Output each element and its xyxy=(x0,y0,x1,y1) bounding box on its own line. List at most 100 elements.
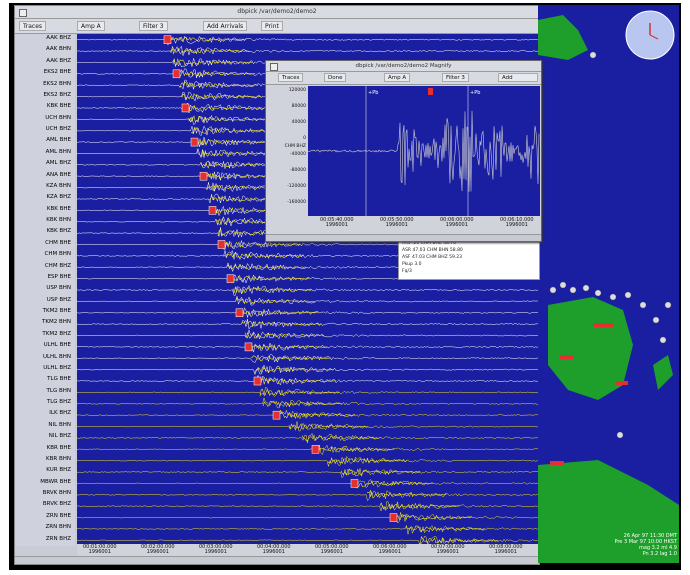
magnify-y-tick: -40000 xyxy=(290,152,306,157)
arrival-pick-marker[interactable] xyxy=(226,274,235,283)
add-arrivals-button[interactable]: Add Arrivals xyxy=(203,21,248,31)
amp-menu-button[interactable]: Amp A xyxy=(77,21,105,31)
station-label[interactable]: KZA BHZ xyxy=(46,194,71,201)
station-label[interactable]: BRVK BHZ xyxy=(42,501,71,508)
station-label[interactable]: TLG BHN xyxy=(46,387,71,394)
station-label[interactable]: CHM BHN xyxy=(44,251,72,258)
station-label[interactable]: TLG BHZ xyxy=(46,399,71,406)
traces-menu-button[interactable]: Traces xyxy=(19,21,47,31)
magnify-filter-button[interactable]: Filter 3 xyxy=(442,73,469,82)
magnify-plot[interactable]: +Pb +Pb xyxy=(308,86,540,216)
waveform-arrival-segment xyxy=(340,468,421,476)
station-label[interactable]: ZRN BHE xyxy=(46,512,71,519)
arrival-pick-marker[interactable] xyxy=(235,308,244,318)
station-label[interactable]: TLG BHE xyxy=(47,376,71,383)
arrival-pick-marker[interactable] xyxy=(190,137,199,147)
waveform-trace xyxy=(77,386,539,397)
station-label[interactable]: AML BHZ xyxy=(46,160,71,167)
station-label[interactable]: ULHL BHE xyxy=(43,342,71,349)
arrival-pick-marker[interactable] xyxy=(244,342,253,352)
station-label[interactable]: TKM2 BHN xyxy=(42,319,71,326)
close-icon[interactable] xyxy=(19,9,27,17)
info-line: Fq/3 xyxy=(402,269,412,274)
magnify-scrollbar[interactable] xyxy=(266,234,541,241)
magnify-add-arrivals-button[interactable]: Add Arrivals xyxy=(498,73,538,82)
arrival-pick-marker[interactable] xyxy=(163,35,172,44)
map-window[interactable]: 26 Apr 97 11:30 DMT Pre 3 Mar 97 10:00 HK… xyxy=(538,5,679,563)
map-caption-line: mag 3.2 ml 4.9 xyxy=(638,545,677,551)
station-label[interactable]: KBK BHZ xyxy=(46,228,71,235)
magnify-pick-marker[interactable] xyxy=(428,88,433,95)
arrival-pick-marker[interactable] xyxy=(272,410,281,420)
station-label[interactable]: CHM BHZ xyxy=(44,262,71,269)
magnify-x-tick: 00:05:40.000 1996001 xyxy=(320,217,354,228)
station-label[interactable]: MBWR BHE xyxy=(40,478,71,485)
magnify-x-tick: 00:06:10.000 1996001 xyxy=(500,217,534,228)
station-label[interactable]: AAK BHZ xyxy=(46,57,71,64)
arrival-pick-marker[interactable] xyxy=(389,513,398,522)
station-label[interactable]: CHM BHE xyxy=(45,239,71,246)
horizontal-scrollbar[interactable] xyxy=(15,556,539,564)
station-label[interactable]: NIL BHZ xyxy=(48,433,71,440)
station-label[interactable]: ILK BHZ xyxy=(49,410,71,417)
magnify-close-icon[interactable] xyxy=(270,63,278,71)
station-label[interactable]: UCH BHN xyxy=(45,114,71,121)
station-label[interactable]: KBK BHE xyxy=(46,205,71,212)
waveform-arrival-segment xyxy=(196,149,277,157)
map-canvas[interactable] xyxy=(538,5,679,563)
station-label[interactable]: NIL BHN xyxy=(48,421,71,428)
station-label[interactable]: TKM2 BHZ xyxy=(42,330,71,337)
magnify-amp-button[interactable]: Amp A xyxy=(384,73,411,82)
magnify-done-button[interactable]: Done xyxy=(324,73,347,82)
waveform-trace xyxy=(77,444,539,456)
station-label[interactable]: KBR BHE xyxy=(46,444,71,451)
filter-menu-button[interactable]: Filter 3 xyxy=(139,21,168,31)
station-label[interactable]: AAK BHN xyxy=(45,46,71,53)
magnify-x-tick: 00:06:00.000 1996001 xyxy=(440,217,474,228)
station-label[interactable]: ESP BHE xyxy=(47,273,71,280)
station-label[interactable]: ANA BHE xyxy=(46,171,71,178)
time-tick-label: 00:08:00.000 1996001 xyxy=(489,544,523,555)
station-label[interactable]: ULHL BHZ xyxy=(43,364,71,371)
station-label[interactable]: TKM2 BHE xyxy=(42,308,71,315)
station-label[interactable]: ZRN BHZ xyxy=(45,535,71,542)
station-label[interactable]: USP BHN xyxy=(46,285,71,292)
print-button[interactable]: Print xyxy=(261,21,283,31)
station-label[interactable]: AAK BHZ xyxy=(46,35,71,41)
station-label[interactable]: USP BHZ xyxy=(46,296,71,303)
waveform-arrival-segment xyxy=(175,69,256,77)
waveform-trace xyxy=(77,421,539,432)
arrival-pick-marker[interactable] xyxy=(181,103,190,113)
station-label[interactable]: EKS2 BHE xyxy=(43,69,71,76)
arrival-pick-marker[interactable] xyxy=(172,69,181,79)
station-label[interactable]: EKS2 BHN xyxy=(43,80,71,87)
map-caption-line: Pre 3 Mar 97 10:00 HKST xyxy=(614,539,677,545)
station-label[interactable]: ULHL BHN xyxy=(42,353,71,360)
station-label[interactable]: AML BHE xyxy=(46,137,71,144)
arrival-info-box: IRIS .20 CHM BHE 38.70 ASR 47.03 CHM BHN … xyxy=(398,238,540,280)
station-label[interactable]: KBK BHN xyxy=(46,217,71,224)
waveform-trace xyxy=(77,490,539,502)
station-label[interactable]: KZA BHN xyxy=(46,182,71,189)
arrival-pick-marker[interactable] xyxy=(208,206,217,215)
station-label[interactable]: UCH BHZ xyxy=(45,126,71,133)
waveform-trace xyxy=(77,500,539,512)
station-label[interactable]: KBR BHN xyxy=(46,455,71,462)
waveform-arrival-segment xyxy=(244,331,325,339)
waveform-trace xyxy=(77,468,539,479)
arrival-pick-marker[interactable] xyxy=(311,445,320,454)
waveform-arrival-segment xyxy=(288,423,369,430)
station-label[interactable]: BRVK BHN xyxy=(42,490,71,497)
arrival-pick-marker[interactable] xyxy=(253,376,262,386)
magnify-waveform-canvas[interactable]: +Pb +Pb xyxy=(308,86,540,216)
arrival-pick-marker[interactable] xyxy=(350,479,359,488)
arrival-pick-marker[interactable] xyxy=(217,240,226,249)
station-label[interactable]: AML BHN xyxy=(45,148,71,155)
station-label[interactable]: KBK BHE xyxy=(46,103,71,110)
arrival-pick-marker[interactable] xyxy=(199,171,208,181)
magnify-traces-button[interactable]: Traces xyxy=(278,73,304,82)
station-label[interactable]: EKS2 BHZ xyxy=(43,91,72,98)
station-label[interactable]: ZRN BHN xyxy=(45,524,71,531)
station-label[interactable]: KUR BHZ xyxy=(46,467,71,474)
magnify-y-tick: -120000 xyxy=(287,184,306,189)
